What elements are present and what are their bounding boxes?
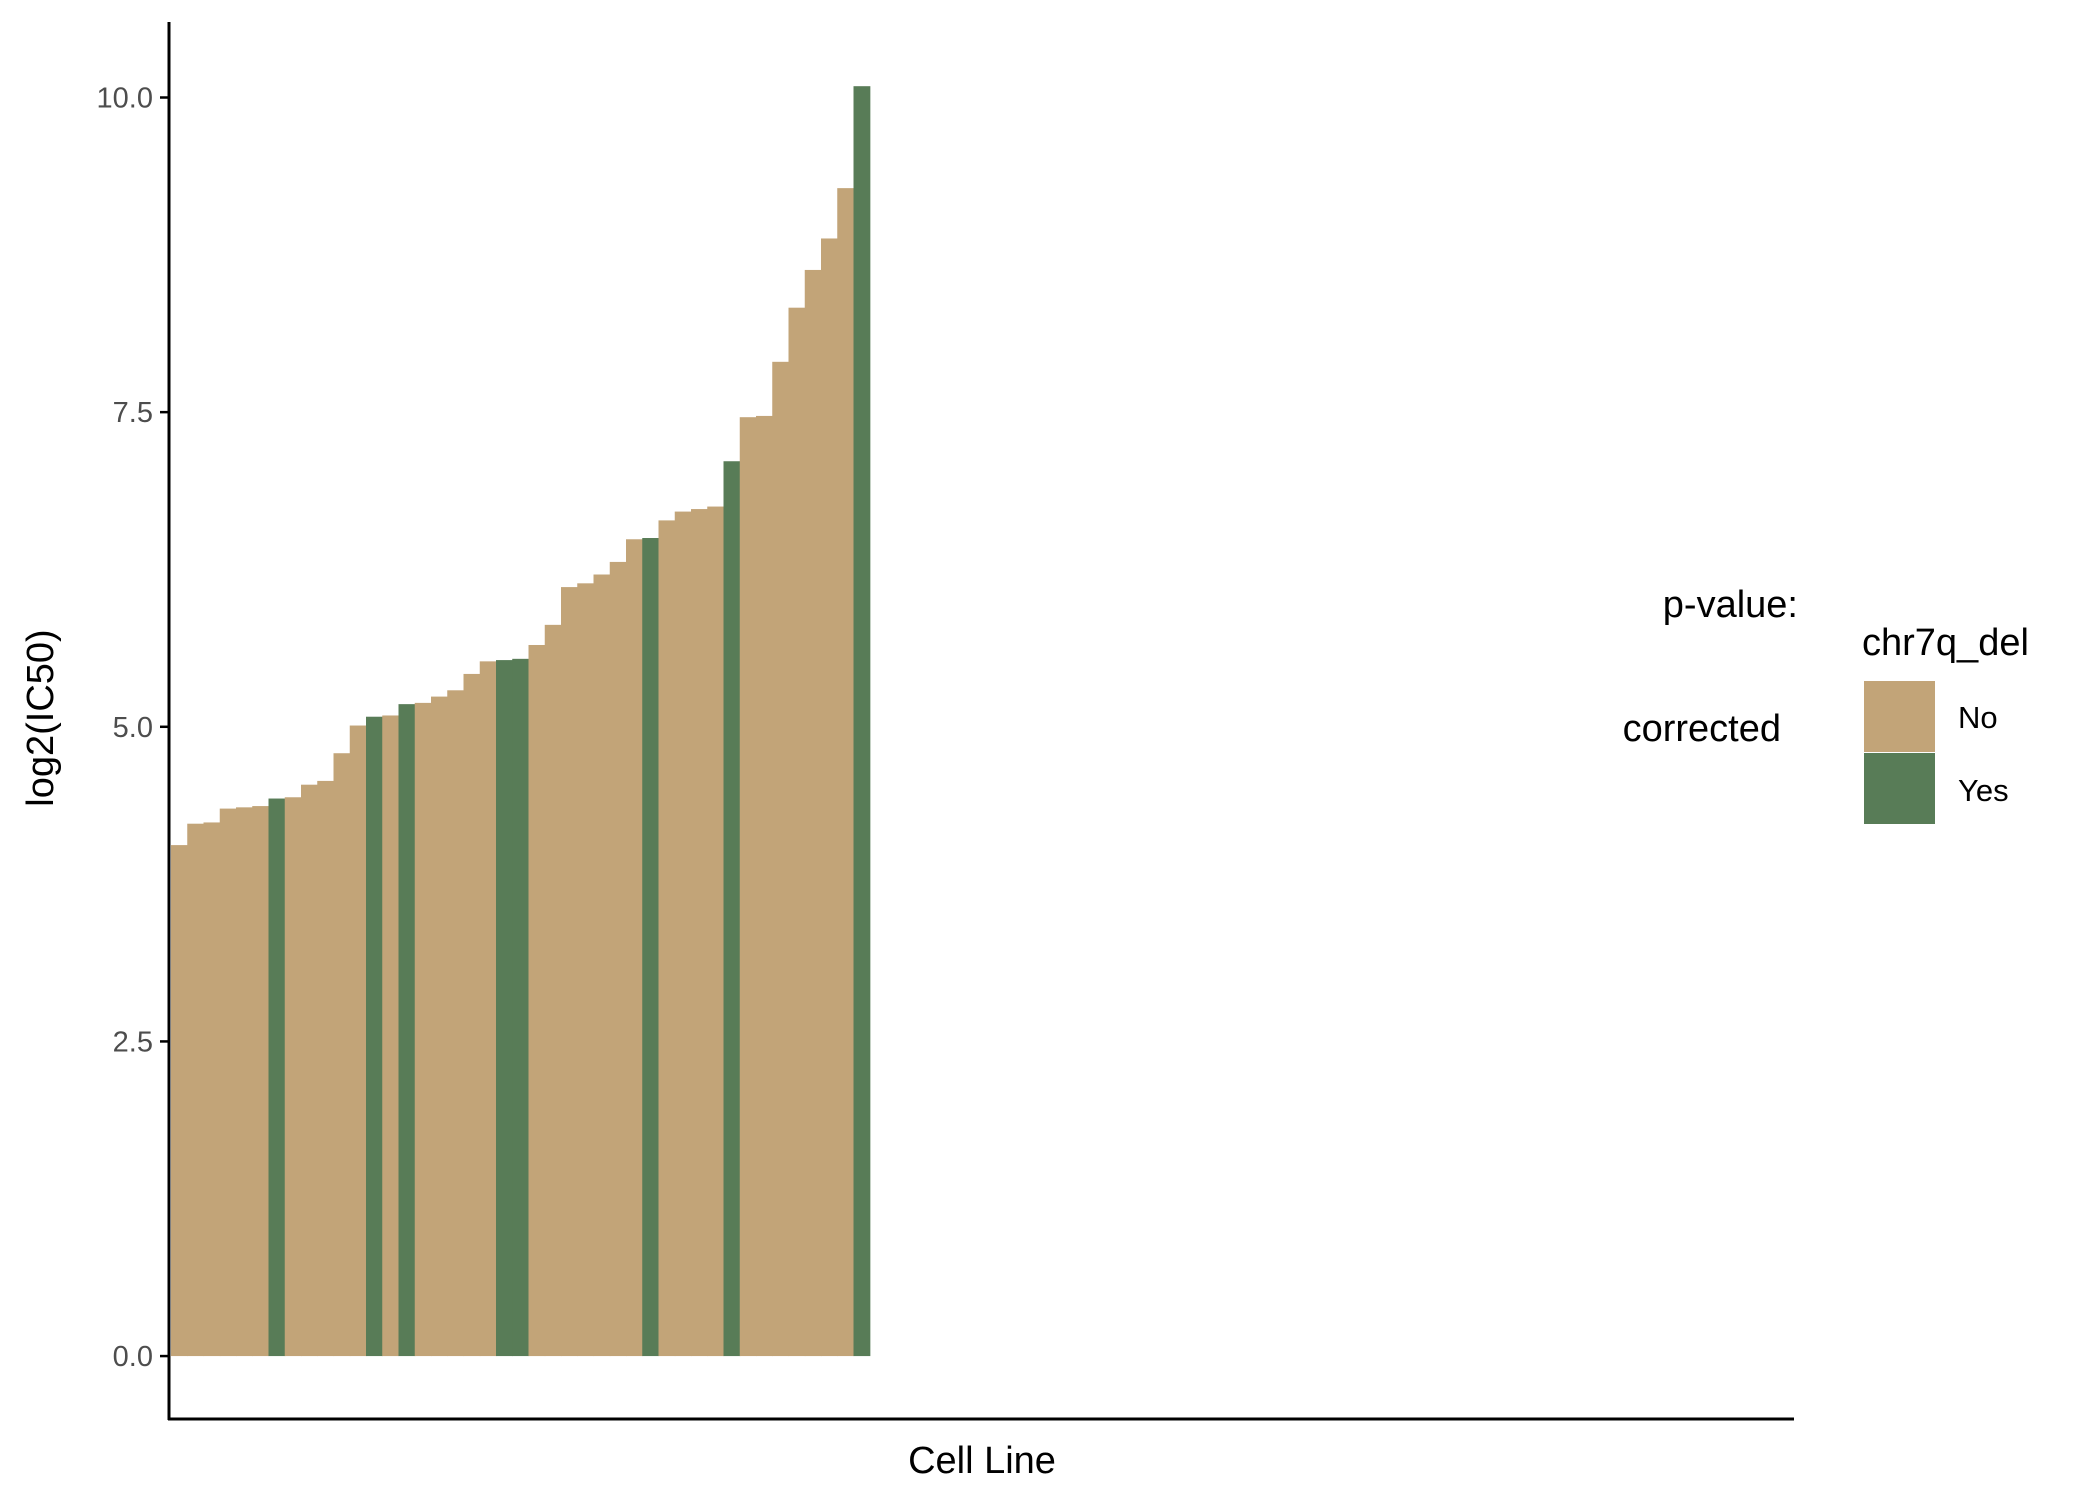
bar-1 <box>171 845 188 1357</box>
bar-35 <box>723 461 741 1357</box>
bar-41 <box>821 238 838 1357</box>
bar-42 <box>837 188 855 1357</box>
bar-27 <box>593 574 611 1357</box>
bar-32 <box>674 511 692 1357</box>
bars-layer <box>171 86 871 1357</box>
y-tick-label: 2.5 <box>113 1026 153 1058</box>
y-tick-label: 10.0 <box>97 83 153 115</box>
annotation-corrected: corrected <box>1623 708 1781 750</box>
bar-34 <box>707 506 725 1357</box>
bar-15 <box>398 704 416 1357</box>
bar-11 <box>333 753 351 1357</box>
bar-30 <box>642 538 660 1357</box>
bar-7 <box>268 798 286 1357</box>
bar-36 <box>739 417 757 1357</box>
bar-24 <box>544 624 562 1357</box>
y-ticks: 0.0 2.5 5.0 7.5 10.0 <box>97 83 169 1373</box>
bar-22 <box>512 658 530 1357</box>
bar-13 <box>366 716 383 1357</box>
legend-swatch-no <box>1864 681 1935 752</box>
bar-38 <box>772 361 790 1357</box>
legend-swatch-yes <box>1864 753 1935 824</box>
bar-16 <box>414 702 432 1357</box>
bar-5 <box>236 807 253 1357</box>
bar-3 <box>203 822 221 1357</box>
bar-29 <box>626 539 643 1357</box>
bar-23 <box>528 644 546 1357</box>
y-axis-title: log2(IC50) <box>20 629 62 806</box>
bar-10 <box>317 780 335 1357</box>
legend-label-no: No <box>1958 700 1998 735</box>
bar-9 <box>301 784 318 1357</box>
bar-6 <box>252 806 270 1357</box>
bar-25 <box>561 587 578 1357</box>
y-tick-label: 7.5 <box>113 397 153 429</box>
bar-20 <box>479 661 497 1357</box>
bar-39 <box>788 307 806 1357</box>
bar-40 <box>804 269 822 1357</box>
bar-14 <box>382 715 400 1357</box>
bar-12 <box>349 725 367 1357</box>
bar-37 <box>756 415 773 1357</box>
bar-4 <box>219 808 237 1357</box>
legend-label-yes: Yes <box>1958 773 2009 808</box>
bar-19 <box>463 673 481 1357</box>
legend-title: chr7q_del <box>1862 622 2029 664</box>
x-axis-title: Cell Line <box>908 1440 1056 1482</box>
bar-33 <box>691 509 708 1357</box>
bar-28 <box>609 561 627 1357</box>
bar-43 <box>853 86 871 1357</box>
y-tick-label: 0.0 <box>113 1341 153 1373</box>
bar-2 <box>187 823 205 1357</box>
bar-21 <box>496 660 513 1357</box>
bar-8 <box>284 797 302 1357</box>
bar-17 <box>431 696 448 1357</box>
y-tick-label: 5.0 <box>113 712 153 744</box>
bar-31 <box>658 520 676 1357</box>
bar-18 <box>447 690 465 1357</box>
bar-26 <box>577 583 595 1357</box>
legend: chr7q_del No Yes <box>1862 622 2029 824</box>
annotation-pvalue: p-value: <box>1663 584 1798 626</box>
